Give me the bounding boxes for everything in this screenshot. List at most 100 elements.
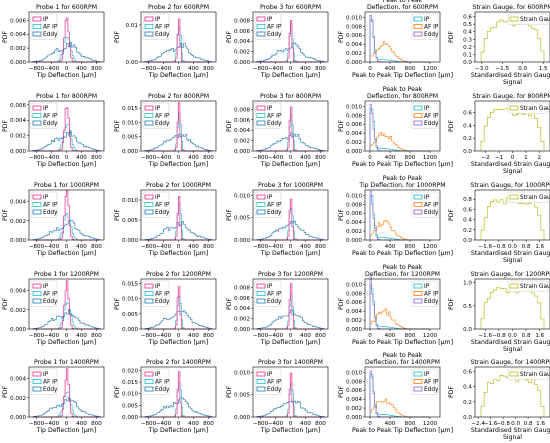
legend-label: Eddy xyxy=(424,121,439,127)
legend-label: IP xyxy=(43,195,49,201)
series-af-ip xyxy=(369,219,430,241)
x-tick-label: 400 xyxy=(300,155,311,161)
y-tick-label: 0.006 xyxy=(346,300,362,306)
y-tick-label: 0.010 xyxy=(122,120,138,126)
y-axis-label: PDF xyxy=(448,386,455,398)
legend-swatch xyxy=(32,31,42,37)
y-tick-label: 0.6 xyxy=(463,370,472,376)
x-tick-label: −800 xyxy=(253,66,269,72)
x-tick-label: 800 xyxy=(405,421,416,427)
legend-label: AF IP xyxy=(267,25,282,31)
legend-label: IP xyxy=(43,106,49,112)
legend-swatch xyxy=(509,371,519,377)
series-af-ip xyxy=(32,391,101,418)
legend-label: IP xyxy=(424,372,430,378)
y-tick-label: 0.010 xyxy=(346,193,362,199)
legend-swatch xyxy=(413,194,423,200)
legend-label: IP xyxy=(155,17,161,23)
x-tick-label: 400 xyxy=(385,333,396,339)
legend-swatch xyxy=(32,371,42,377)
plot-title: Probe 3 for 600RPM xyxy=(260,4,321,11)
x-tick-label: 0.0 xyxy=(511,421,520,427)
legend-swatch xyxy=(256,24,266,29)
plot-title: Strain Gauge, for 600RPM xyxy=(472,4,550,11)
y-tick-label: 0.010 xyxy=(234,370,250,376)
series-eddy xyxy=(144,310,213,329)
y-tick-label: 0.004 xyxy=(346,220,362,226)
legend-swatch xyxy=(413,16,423,22)
y-tick-label: 0.006 xyxy=(234,296,250,302)
x-tick-label: −1.6 xyxy=(478,333,492,339)
y-tick-label: 0.008 xyxy=(234,285,250,291)
legend-box xyxy=(411,368,439,395)
x-tick-label: 0 xyxy=(65,155,69,161)
x-tick-label: −3.0 xyxy=(475,66,489,72)
x-tick-label: 0 xyxy=(289,66,293,72)
y-tick-label: 0.2 xyxy=(463,136,472,142)
x-tick-label: 0 xyxy=(289,333,293,339)
legend-label: Eddy xyxy=(267,32,282,38)
plot-title-line1: Peak to Peak xyxy=(383,0,423,4)
plot-frame xyxy=(474,11,550,63)
y-tick-label: 0.002 xyxy=(10,308,26,314)
plot-title: Probe 1 for 1200RPM xyxy=(34,271,99,278)
legend-label: AF IP xyxy=(155,292,170,298)
x-axis-label: Peak to Peak Tip Deflection [μm] xyxy=(352,427,453,434)
x-tick-label: −400 xyxy=(156,333,172,339)
subplot: −800 −400 0 400 800 0.000 0.002 0.004 Probe 1 fo… xyxy=(2,182,105,257)
y-tick-label: 0.000 xyxy=(10,415,26,421)
x-axis-label: Standardised Strain Gauge xyxy=(471,250,550,257)
x-tick-label: 0 xyxy=(177,421,181,427)
x-tick-label: 0.0 xyxy=(518,66,527,72)
x-tick-label: 400 xyxy=(188,421,199,427)
x-axis-label: Peak to Peak Tip Deflection [μm] xyxy=(352,161,453,168)
legend-swatch xyxy=(413,386,423,392)
y-tick-label: 0.004 xyxy=(10,118,26,124)
x-tick-label: 400 xyxy=(385,421,396,427)
legend-swatch xyxy=(413,291,423,296)
x-axis-label-line2: Signal xyxy=(503,257,522,264)
legend-label: AF IP xyxy=(43,25,58,31)
legend-label: IP xyxy=(155,195,161,201)
legend-swatch xyxy=(144,386,154,392)
subplot: −800 −400 0 400 800 0.000 0.005 0.010 0.015 Probe… xyxy=(114,271,217,346)
x-tick-label: −0.8 xyxy=(492,244,506,250)
legend-label: IP xyxy=(155,106,161,112)
legend-swatch xyxy=(32,24,42,29)
legend-swatch xyxy=(413,298,423,304)
y-axis-label: PDF xyxy=(338,386,345,398)
legend-box xyxy=(30,102,58,129)
x-axis-label: Tip Deflection [μm] xyxy=(260,72,321,79)
legend-label: Eddy xyxy=(43,210,58,216)
y-tick-label: 0.002 xyxy=(10,134,26,140)
legend-label: AF IP xyxy=(155,203,170,209)
x-axis-label: Tip Deflection [μm] xyxy=(36,339,97,346)
y-tick-label: 0.2 xyxy=(463,400,472,406)
x-tick-label: 800 xyxy=(91,421,102,427)
plot-title-line1: Peak to Peak xyxy=(383,86,423,93)
x-tick-label: 400 xyxy=(300,333,311,339)
plot-title-line2: Deflection, for 800RPM xyxy=(367,93,438,100)
legend-swatch xyxy=(256,283,266,289)
y-tick-label: 0.002 xyxy=(234,50,250,56)
y-tick-label: 0.008 xyxy=(346,113,362,119)
legend-label: Strain Gauge xyxy=(520,106,550,112)
legend-box xyxy=(142,102,170,129)
y-axis-label: PDF xyxy=(338,120,345,132)
y-axis-label: PDF xyxy=(226,120,233,132)
x-tick-label: −800 xyxy=(253,155,269,161)
y-tick-label: 0.008 xyxy=(234,107,250,113)
x-tick-label: −800 xyxy=(29,66,45,72)
x-tick-label: −800 xyxy=(253,333,269,339)
series-eddy xyxy=(144,397,213,417)
y-tick-label: 0.010 xyxy=(234,193,250,199)
subplot: −800 −400 0 400 800 0.000 0.002 0.004 0.006 Probe… xyxy=(2,93,105,168)
series-eddy xyxy=(256,400,325,417)
x-tick-label: 0 xyxy=(368,421,372,427)
plot-title: Probe 3 for 800RPM xyxy=(260,93,321,100)
x-tick-label: 1.6 xyxy=(535,333,544,339)
x-tick-label: 400 xyxy=(385,66,396,72)
subplot: −800 −400 0 400 800 0.000 0.005 0.010 0.015 Probe… xyxy=(114,93,217,168)
